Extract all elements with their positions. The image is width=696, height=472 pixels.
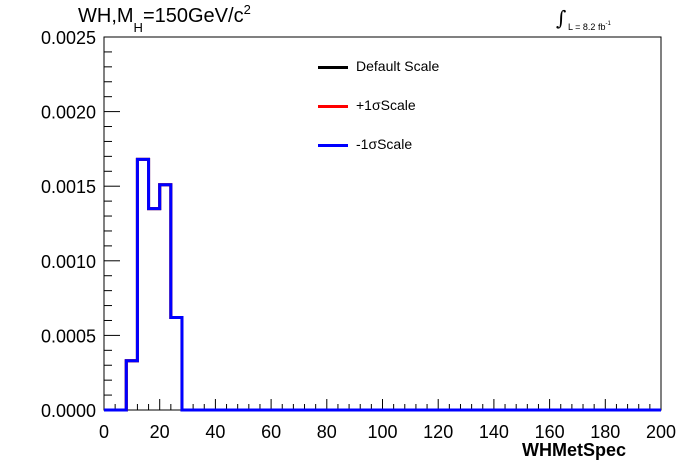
legend-line-plus (318, 105, 348, 108)
y-tick-label: 0.0020 (41, 103, 96, 123)
y-tick-label: 0.0000 (41, 401, 96, 421)
legend-entry-minus: -1σScale (318, 135, 518, 157)
x-tick-label: 100 (367, 422, 397, 442)
title-subscript: H (133, 20, 143, 35)
legend-label-default: Default Scale (356, 58, 440, 74)
luminosity-value: L = 8.2 fb (568, 22, 606, 32)
y-tick-label: 0.0015 (41, 177, 96, 197)
integral-sign: ∫ (556, 6, 567, 30)
legend-label-minus: -1σScale (356, 136, 413, 152)
x-tick-label: 120 (423, 422, 453, 442)
legend-line-minus (318, 144, 348, 147)
luminosity-unit-exponent: -1 (605, 21, 611, 27)
legend-entry-default: Default Scale (318, 57, 518, 79)
x-tick-label: 80 (317, 422, 337, 442)
y-tick-label: 0.0025 (41, 28, 96, 48)
title-superscript: 2 (243, 2, 251, 17)
x-tick-label: 60 (261, 422, 281, 442)
y-tick-label: 0.0010 (41, 252, 96, 272)
x-tick-label: 0 (99, 422, 109, 442)
title-main-text: WH,M (78, 5, 134, 27)
legend-entry-plus: +1σScale (318, 96, 518, 118)
x-tick-label: 160 (535, 422, 565, 442)
legend-line-default (318, 66, 348, 69)
title-rest-text: =150GeV/c (142, 5, 244, 27)
x-tick-label: 140 (479, 422, 509, 442)
x-tick-label: 40 (205, 422, 225, 442)
y-tick-label: 0.0005 (41, 326, 96, 346)
histogram-series-2 (104, 157, 661, 412)
x-axis-label: WHMetSpec (522, 440, 627, 460)
histogram-series-1 (104, 157, 661, 412)
x-tick-label: 200 (646, 422, 676, 442)
histogram-series-0 (104, 157, 661, 412)
x-tick-label: 180 (590, 422, 620, 442)
chart-title: WH,MH=150GeV/c2 (78, 2, 251, 35)
luminosity-text: L = 8.2 fb-1 (568, 21, 611, 32)
legend-label-plus: +1σScale (356, 97, 416, 113)
x-tick-label: 20 (150, 422, 170, 442)
plot-frame (103, 36, 662, 411)
